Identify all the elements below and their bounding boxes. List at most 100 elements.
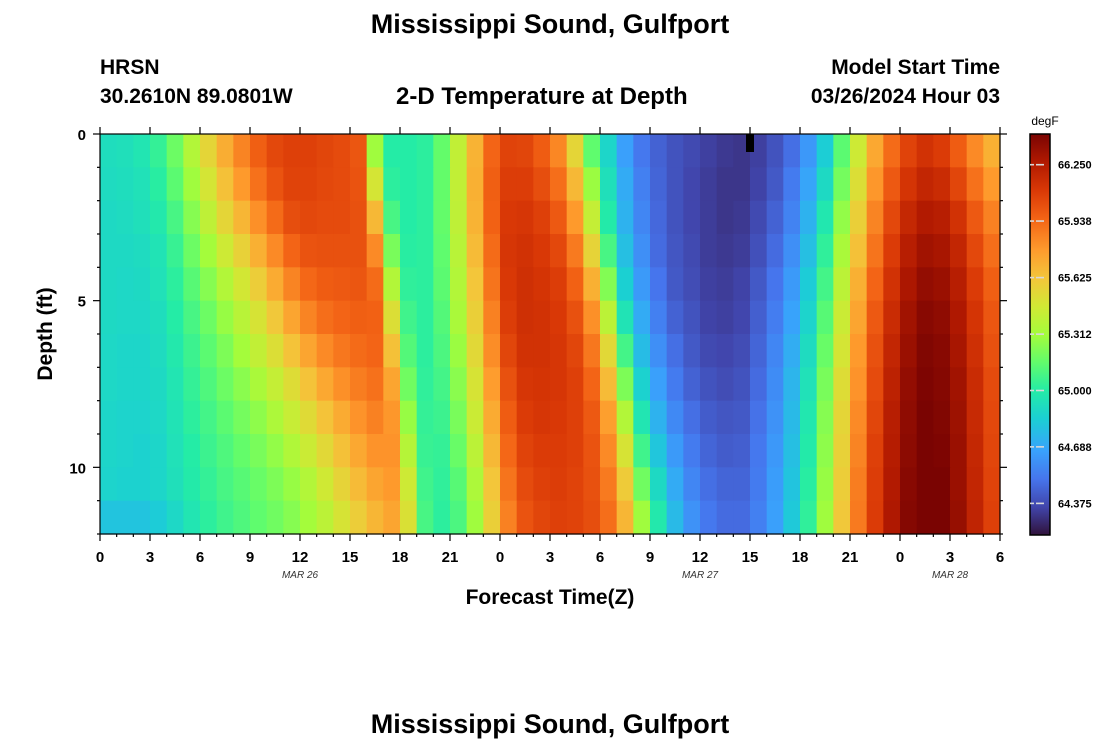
heatmap-cell [250, 134, 268, 168]
heatmap-cell [933, 467, 951, 502]
heatmap-cell [700, 267, 718, 302]
heatmap-cell [866, 467, 884, 502]
heatmap-cell [833, 400, 851, 435]
heatmap-cell [150, 467, 168, 502]
heatmap-cell [166, 500, 184, 535]
heatmap-cell [650, 134, 668, 168]
heatmap-cell [333, 234, 351, 268]
heatmap-cell [600, 334, 618, 368]
heatmap-cell [550, 267, 568, 302]
heatmap-cell [166, 400, 184, 435]
heatmap-cell [633, 267, 651, 302]
heatmap-cell [916, 267, 934, 302]
heatmap-cell [300, 434, 318, 468]
heatmap-cell [933, 367, 951, 402]
heatmap-cell [350, 334, 368, 368]
heatmap-cell [366, 300, 384, 335]
heatmap-cell [250, 234, 268, 268]
colorbar-unit: degF [1031, 114, 1058, 128]
heatmap-cell [250, 334, 268, 368]
heatmap-cell [966, 367, 984, 402]
heatmap-cell [566, 234, 584, 268]
heatmap-cell [833, 434, 851, 468]
heatmap-cell [833, 500, 851, 535]
heatmap-cell [533, 300, 551, 335]
heatmap-cell [916, 167, 934, 202]
heatmap-cell [633, 167, 651, 202]
heatmap-cell [366, 500, 384, 535]
heatmap-cell [916, 400, 934, 435]
heatmap-cell [333, 334, 351, 368]
heatmap-cell [133, 367, 151, 402]
station-coordinates: 30.2610N 89.0801W [100, 85, 293, 108]
heatmap-cell [916, 500, 934, 535]
heatmap-cell [433, 167, 451, 202]
heatmap-cell [716, 500, 734, 535]
heatmap-cell [533, 167, 551, 202]
heatmap-cell [383, 267, 401, 302]
heatmap-cell [316, 434, 334, 468]
y-tick-label: 10 [69, 460, 86, 477]
heatmap-cell [683, 267, 701, 302]
heatmap-cell [516, 367, 534, 402]
heatmap-cell [866, 300, 884, 335]
heatmap-cell [183, 334, 201, 368]
heatmap-cell [416, 367, 434, 402]
heatmap-cell [716, 200, 734, 235]
heatmap-cell [450, 400, 468, 435]
heatmap-cell [483, 367, 501, 402]
heatmap-cell [350, 200, 368, 235]
heatmap-cell [783, 334, 801, 368]
heatmap-cell [116, 367, 134, 402]
heatmap-cell [966, 467, 984, 502]
heatmap-cell [283, 434, 301, 468]
y-tick-label: 5 [78, 294, 86, 311]
heatmap-cell [616, 467, 634, 502]
heatmap-cell [266, 434, 284, 468]
heatmap-cell [983, 434, 1001, 468]
heatmap-cell [133, 134, 151, 168]
heatmap-cell [933, 267, 951, 302]
heatmap-cell [300, 134, 318, 168]
heatmap-cell [366, 134, 384, 168]
heatmap-cell [500, 267, 518, 302]
heatmap-cell [400, 167, 418, 202]
heatmap-cell [533, 367, 551, 402]
heatmap-cell [450, 134, 468, 168]
heatmap-cell [316, 267, 334, 302]
heatmap-cell [316, 367, 334, 402]
heatmap-cell [900, 467, 918, 502]
heatmap-cell [200, 200, 218, 235]
heatmap-cell [850, 434, 868, 468]
heatmap-cell [933, 400, 951, 435]
heatmap-cell [450, 334, 468, 368]
heatmap-cell [733, 434, 751, 468]
heatmap-cell [500, 434, 518, 468]
heatmap-cell [950, 400, 968, 435]
heatmap-cell [600, 467, 618, 502]
heatmap-cell [600, 200, 618, 235]
heatmap-cell [200, 267, 218, 302]
heatmap-cell [300, 300, 318, 335]
x-tick-label: 21 [842, 549, 859, 566]
heatmap-cell [816, 367, 834, 402]
heatmap-cell [550, 134, 568, 168]
heatmap-cell [366, 267, 384, 302]
heatmap-cell [600, 267, 618, 302]
heatmap-cell [183, 200, 201, 235]
heatmap-cell [716, 334, 734, 368]
heatmap-cell [166, 234, 184, 268]
heatmap-cell [233, 200, 251, 235]
heatmap-cell [283, 167, 301, 202]
heatmap-cell [600, 500, 618, 535]
heatmap-cell [633, 134, 651, 168]
date-label: MAR 26 [282, 570, 319, 581]
heatmap-cell [166, 300, 184, 335]
heatmap-cell [983, 234, 1001, 268]
heatmap-cell [983, 400, 1001, 435]
heatmap-cell [750, 167, 768, 202]
heatmap-cell [883, 500, 901, 535]
heatmap-cell [200, 400, 218, 435]
heatmap-cell [133, 500, 151, 535]
heatmap-cell [166, 367, 184, 402]
